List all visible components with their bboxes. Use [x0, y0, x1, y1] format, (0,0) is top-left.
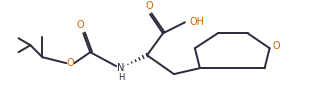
Text: O: O — [273, 41, 280, 51]
Text: O: O — [145, 1, 153, 11]
Text: O: O — [77, 20, 84, 30]
Text: OH: OH — [189, 17, 204, 27]
Text: H: H — [118, 73, 124, 82]
Text: O: O — [67, 58, 74, 68]
Text: N: N — [118, 63, 125, 73]
